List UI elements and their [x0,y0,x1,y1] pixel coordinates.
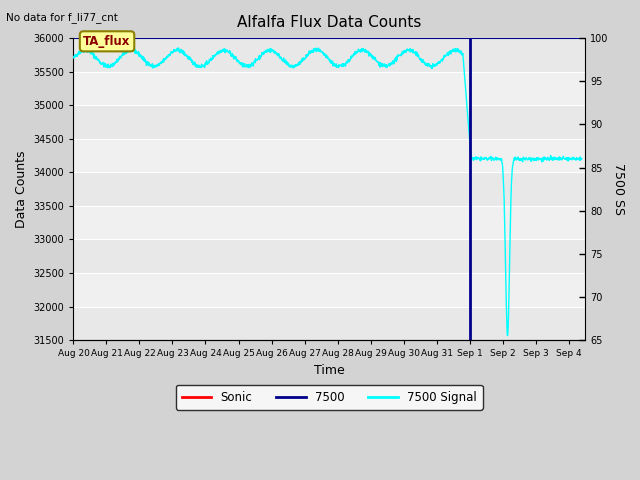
Bar [74,72,585,105]
Bar [74,307,585,340]
Bar [74,38,585,72]
Bar [74,206,585,240]
Legend: Sonic, 7500, 7500 Signal: Sonic, 7500, 7500 Signal [176,385,483,410]
Bar [74,105,585,139]
Bar [74,240,585,273]
Text: TA_flux: TA_flux [83,35,131,48]
Bar [74,172,585,206]
Bar [74,139,585,172]
Title: Alfalfa Flux Data Counts: Alfalfa Flux Data Counts [237,15,422,30]
Bar [74,273,585,307]
Y-axis label: 7500 SS: 7500 SS [612,163,625,215]
Text: No data for f_li77_cnt: No data for f_li77_cnt [6,12,118,23]
X-axis label: Time: Time [314,364,345,377]
Y-axis label: Data Counts: Data Counts [15,150,28,228]
